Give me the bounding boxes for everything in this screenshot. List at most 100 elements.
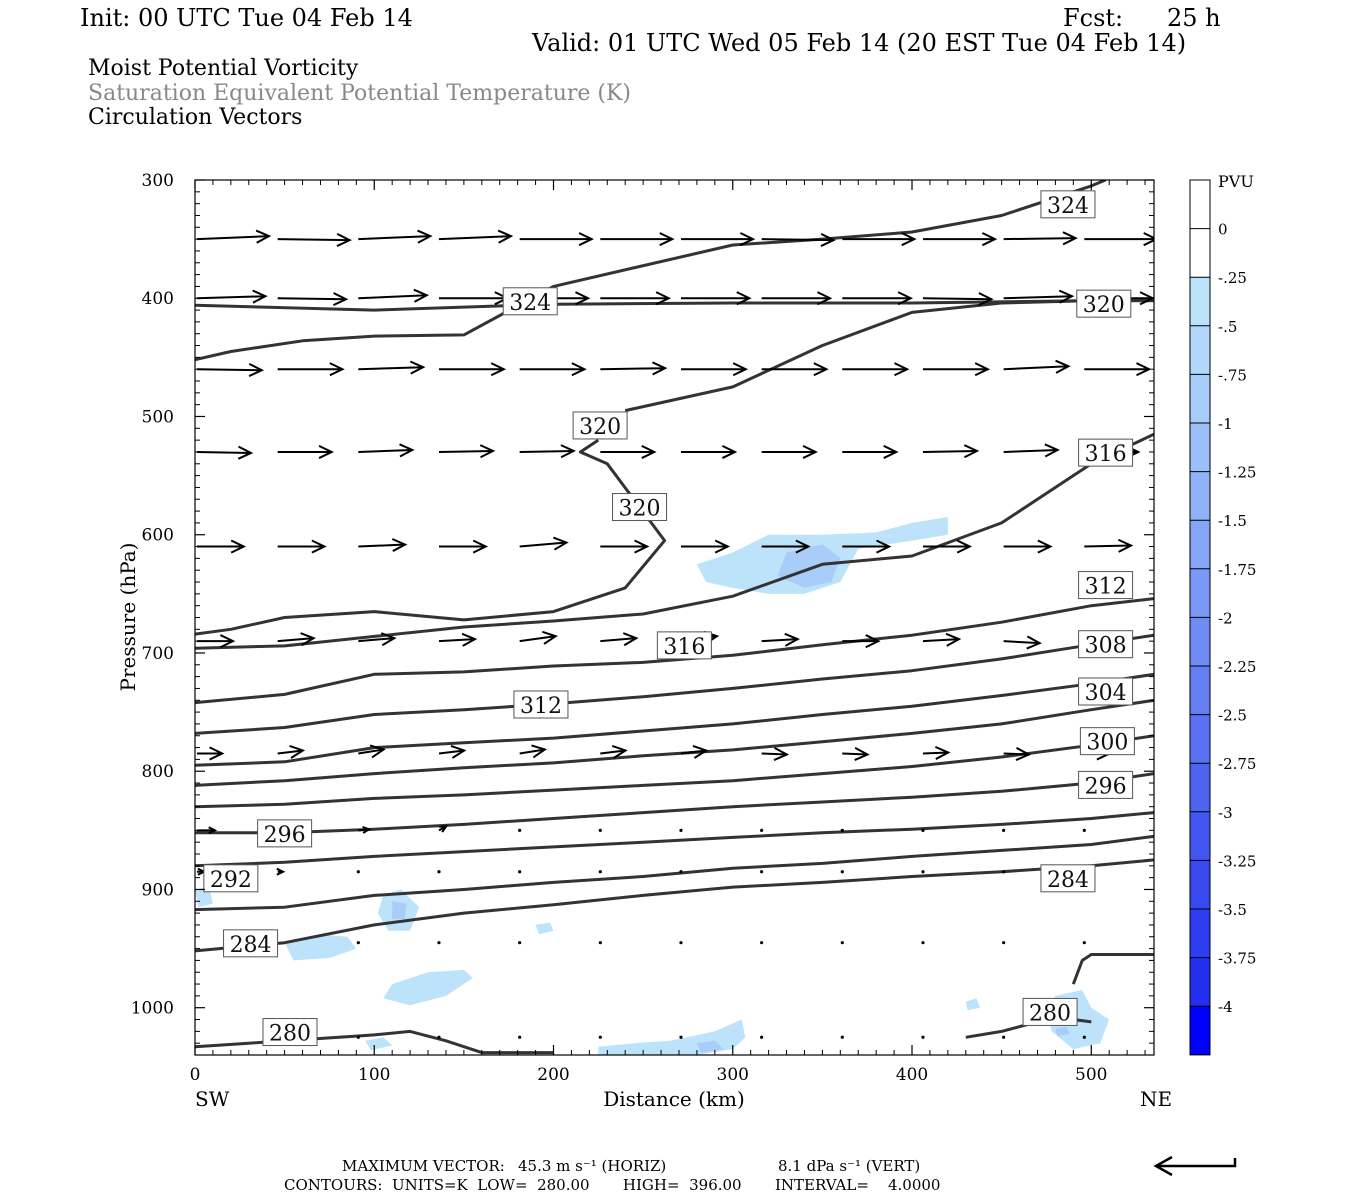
plot-frame <box>194 179 1155 1056</box>
x-tick-label: 300 <box>717 1065 749 1085</box>
contour-line-308 <box>195 633 1154 735</box>
svg-text:296: 296 <box>1085 774 1127 799</box>
circulation-vector <box>196 289 268 304</box>
circulation-vector <box>680 291 752 306</box>
colorbar-segment <box>1190 811 1210 861</box>
circulation-vector <box>1084 232 1154 247</box>
circulation-vector <box>761 632 800 647</box>
x-tick-label: 500 <box>1075 1065 1107 1085</box>
circulation-vector <box>438 291 510 306</box>
circulation-vector <box>437 870 441 874</box>
circulation-vector <box>598 870 602 874</box>
circulation-vector <box>922 362 991 377</box>
svg-text:292: 292 <box>210 868 252 893</box>
circulation-vector <box>840 870 844 874</box>
contour-label: 284 <box>223 929 279 958</box>
circulation-vector <box>1082 1035 1086 1039</box>
contour-line-284 <box>195 834 1154 912</box>
circulation-vector <box>519 630 558 645</box>
contour-line-316 <box>195 432 1154 650</box>
legend-theta-es: Saturation Equivalent Potential Temperat… <box>88 81 631 106</box>
circulation-vector <box>277 632 316 647</box>
svg-text:316: 316 <box>1085 442 1127 467</box>
circulation-vector <box>761 362 829 377</box>
circulation-vector <box>1084 538 1134 553</box>
colorbar-segment <box>1190 277 1210 327</box>
pv-colorbar: 0 -.25 -.5 -.75 -1 -1.25 -1.5 -1.75 -2 -2.25 -2.5 -… <box>1189 179 1256 1056</box>
circulation-vector <box>679 1035 683 1039</box>
pv-region <box>284 934 357 961</box>
circulation-vector <box>679 870 683 874</box>
contour-label: 312 <box>1078 571 1134 600</box>
circulation-vector <box>519 232 594 247</box>
contour-line-296 <box>195 734 1154 809</box>
circulation-vector <box>356 941 360 945</box>
circulation-vector <box>921 870 925 874</box>
contour-label: 324 <box>502 287 558 316</box>
circulation-vector <box>1084 362 1152 377</box>
colorbar-segment <box>1190 423 1210 473</box>
colorbar-segment <box>1190 1006 1210 1056</box>
circulation-vector <box>1003 635 1042 650</box>
circulation-vector <box>922 232 998 247</box>
colorbar-segment <box>1190 180 1210 230</box>
circulation-vector <box>922 539 973 554</box>
colorbar-label: -2.5 <box>1218 707 1247 725</box>
circulation-vector <box>1082 941 1086 945</box>
max-vector-label: MAXIMUM VECTOR: <box>342 1157 505 1175</box>
colorbar-label: -2.75 <box>1218 755 1256 773</box>
circulation-vector <box>761 291 833 306</box>
circulation-vector <box>358 229 433 244</box>
colorbar-label: -4 <box>1218 998 1233 1016</box>
circulation-vector <box>760 828 764 832</box>
contour-label: 300 <box>1079 727 1135 756</box>
circulation-vector <box>358 538 408 553</box>
circulation-vector <box>600 539 650 554</box>
colorbar-label: -1.5 <box>1218 512 1247 530</box>
circulation-vector <box>679 828 683 832</box>
circulation-vector <box>358 632 397 647</box>
circulation-vector <box>1002 941 1006 945</box>
svg-text:312: 312 <box>520 694 562 719</box>
circulation-vector <box>760 1035 764 1039</box>
circulation-vector <box>518 870 522 874</box>
svg-text:316: 316 <box>663 635 705 660</box>
contour-line-324 <box>195 180 1107 362</box>
y-axis-title: Pressure (hPa) <box>116 543 140 692</box>
colorbar-label: 0 <box>1218 221 1228 239</box>
contour-label: 324 <box>1040 190 1096 219</box>
svg-text:304: 304 <box>1085 681 1127 706</box>
circulation-vector <box>598 941 602 945</box>
circulation-vector <box>519 362 587 377</box>
circulation-vector <box>1082 828 1086 832</box>
x-axis-right-end: NE <box>1140 1087 1172 1111</box>
circulation-vector <box>196 229 272 244</box>
circulation-vector <box>840 828 844 832</box>
reference-vector <box>1153 1155 1237 1177</box>
y-tick-label: 700 <box>142 644 174 664</box>
x-tick-label: 100 <box>358 1065 390 1085</box>
circulation-vector <box>598 828 602 832</box>
circulation-vector <box>922 745 951 760</box>
circulation-vector <box>277 362 345 377</box>
svg-text:320: 320 <box>619 497 661 522</box>
x-tick-label: 200 <box>537 1065 569 1085</box>
contour-layer <box>195 180 1154 1055</box>
colorbar-label: -2 <box>1218 609 1233 627</box>
circulation-vector <box>760 941 764 945</box>
circulation-vector <box>196 445 254 460</box>
contour-line-280 <box>1071 953 1154 985</box>
circulation-vector <box>1002 1035 1006 1039</box>
init-time: Init: 00 UTC Tue 04 Feb 14 <box>80 4 413 32</box>
contour-label: 316 <box>1078 438 1134 467</box>
colorbar-segment <box>1190 617 1210 667</box>
colorbar-label: -1.25 <box>1218 464 1256 482</box>
colorbar-label: -3 <box>1218 804 1233 822</box>
colorbar-segment <box>1190 666 1210 716</box>
contour-line-288 <box>195 811 1154 868</box>
y-tick-label: 1000 <box>131 999 174 1019</box>
circulation-vector <box>761 232 836 247</box>
circulation-vector <box>358 360 426 375</box>
circulation-vector <box>1002 828 1006 832</box>
